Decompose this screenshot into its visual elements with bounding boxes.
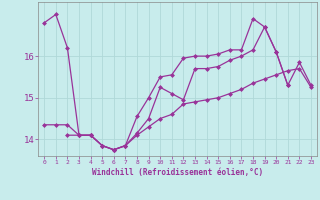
X-axis label: Windchill (Refroidissement éolien,°C): Windchill (Refroidissement éolien,°C) — [92, 168, 263, 177]
